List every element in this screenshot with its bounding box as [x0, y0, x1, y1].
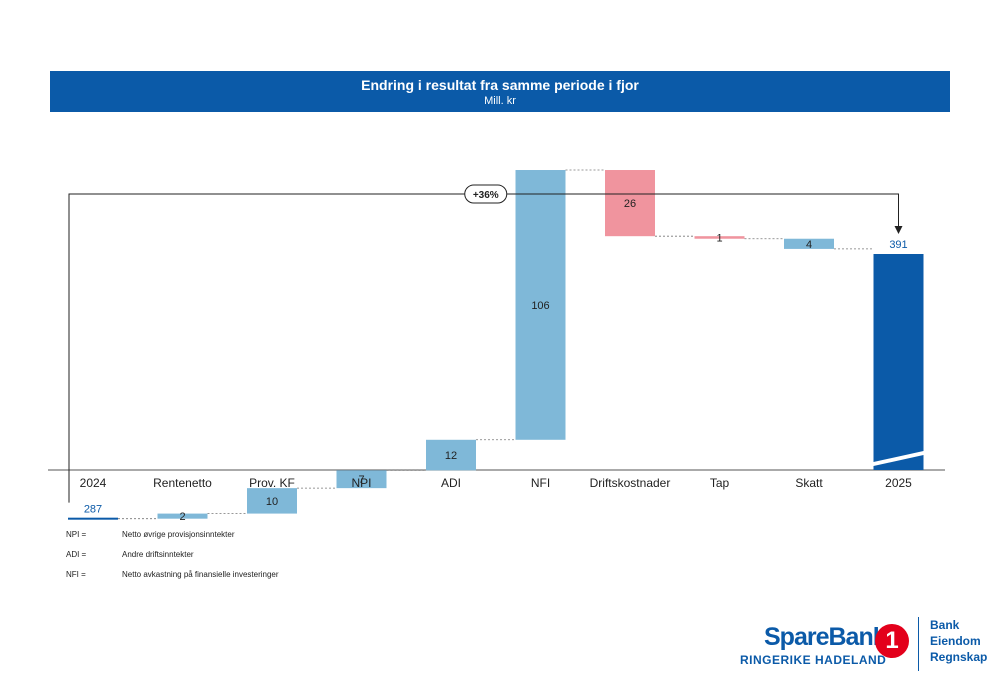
value-label: 10	[266, 496, 278, 508]
bar-adi	[426, 439, 476, 471]
bar-npi	[336, 470, 387, 489]
category-label: Prov. KF	[249, 476, 295, 490]
logo-divider	[918, 617, 919, 671]
category-label: 2025	[885, 476, 912, 490]
legend-desc: Netto avkastning på finansielle invester…	[122, 570, 279, 579]
chart-header: Endring i resultat fra samme periode i f…	[50, 71, 950, 112]
change-arrow-head	[894, 226, 903, 234]
logo-service: Eiendom	[930, 634, 981, 648]
axis-break-mark	[68, 451, 118, 466]
bar-driftskostnader	[605, 170, 655, 237]
category-label: Rentenetto	[153, 476, 212, 490]
category-label: ADI	[441, 476, 461, 490]
value-label: 106	[531, 300, 549, 312]
bar-prov-kf	[247, 488, 297, 514]
bar-skatt	[784, 238, 834, 249]
value-label: 391	[889, 239, 907, 251]
change-bracket-line	[68, 193, 899, 503]
category-label: NPI	[351, 476, 371, 490]
category-label: 2024	[80, 476, 107, 490]
bar-2025	[873, 254, 924, 470]
value-label: 2	[179, 511, 185, 523]
category-label: Skatt	[795, 476, 823, 490]
sparebank-logo: SpareBank 1 RINGERIKE HADELAND Bank Eien…	[740, 615, 990, 675]
value-label: 12	[445, 450, 457, 462]
category-label: Driftskostnader	[590, 476, 671, 490]
legend-abbr: NFI =	[66, 570, 86, 579]
chart-title: Endring i resultat fra samme periode i f…	[361, 77, 639, 93]
category-label: NFI	[531, 476, 550, 490]
bar-nfi	[515, 170, 566, 440]
logo-service: Bank	[930, 618, 960, 632]
change-badge	[464, 184, 508, 204]
bar-tap	[694, 236, 745, 239]
logo-service: Regnskap	[930, 650, 988, 664]
value-label: 4	[806, 239, 812, 251]
value-label: 1	[716, 232, 722, 244]
legend-abbr: NPI =	[66, 530, 87, 539]
legend-abbr: ADI =	[66, 550, 87, 559]
bar-rentenetto	[157, 513, 208, 519]
axis-break-mark	[873, 451, 924, 466]
logo-badge: 1	[875, 624, 909, 658]
bar-2024	[68, 517, 118, 520]
change-label: +36%	[473, 190, 499, 201]
logo-subtitle: RINGERIKE HADELAND	[740, 653, 887, 667]
logo-services: Bank Eiendom Regnskap	[930, 617, 987, 665]
logo-brand: SpareBank	[764, 623, 887, 651]
value-label: 26	[624, 198, 636, 210]
value-label: 287	[84, 504, 102, 516]
value-label: 7	[358, 474, 364, 486]
chart-subtitle: Mill. kr	[484, 95, 516, 107]
legend-desc: Netto øvrige provisjonsinntekter	[122, 530, 235, 539]
legend-desc: Andre driftsinntekter	[122, 550, 194, 559]
category-label: Tap	[710, 476, 730, 490]
